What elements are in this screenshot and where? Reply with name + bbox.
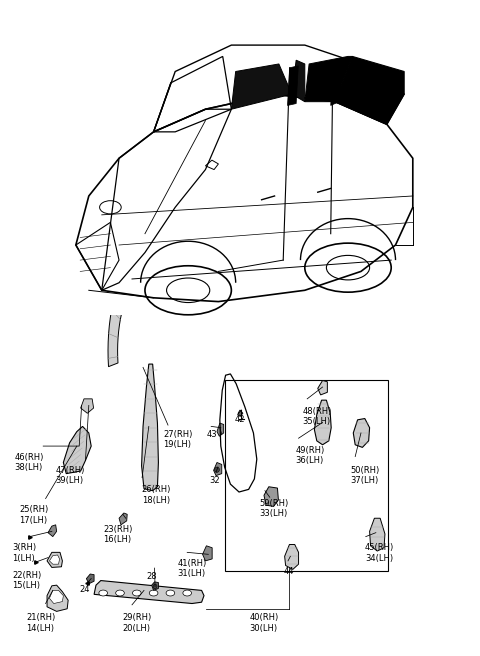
Ellipse shape <box>99 590 108 596</box>
Text: 46(RH)
38(LH): 46(RH) 38(LH) <box>14 453 44 472</box>
Polygon shape <box>108 252 144 367</box>
Text: 48(RH)
35(LH): 48(RH) 35(LH) <box>302 407 332 426</box>
Ellipse shape <box>149 590 158 596</box>
Text: 43: 43 <box>206 430 217 439</box>
Text: 42: 42 <box>234 415 245 424</box>
Polygon shape <box>152 582 158 590</box>
Polygon shape <box>238 410 243 417</box>
Polygon shape <box>331 60 342 106</box>
Text: 40(RH)
30(LH): 40(RH) 30(LH) <box>250 613 279 633</box>
Text: 41(RH)
31(LH): 41(RH) 31(LH) <box>178 559 207 579</box>
Text: 27(RH)
19(LH): 27(RH) 19(LH) <box>163 430 192 449</box>
Text: 44: 44 <box>283 567 294 577</box>
Polygon shape <box>49 555 60 564</box>
Text: 3(RH)
1(LH): 3(RH) 1(LH) <box>12 543 36 563</box>
Polygon shape <box>318 380 327 395</box>
Polygon shape <box>292 60 305 102</box>
Text: 47(RH)
39(LH): 47(RH) 39(LH) <box>55 466 84 485</box>
Ellipse shape <box>166 590 175 596</box>
Bar <box>225 380 388 571</box>
Text: 32: 32 <box>209 476 219 485</box>
Text: 28: 28 <box>146 572 157 581</box>
Text: 49(RH)
36(LH): 49(RH) 36(LH) <box>295 446 324 466</box>
Polygon shape <box>47 585 68 611</box>
Polygon shape <box>119 513 127 525</box>
Polygon shape <box>86 574 94 584</box>
Text: 50(RH)
37(LH): 50(RH) 37(LH) <box>350 466 380 485</box>
Polygon shape <box>47 552 62 567</box>
Text: 22(RH)
15(LH): 22(RH) 15(LH) <box>12 571 41 590</box>
Polygon shape <box>81 399 94 413</box>
Polygon shape <box>231 64 292 110</box>
Polygon shape <box>288 66 299 106</box>
Text: 21(RH)
14(LH): 21(RH) 14(LH) <box>26 613 56 633</box>
Ellipse shape <box>215 467 219 472</box>
Text: 26(RH)
18(LH): 26(RH) 18(LH) <box>142 485 171 505</box>
Polygon shape <box>353 419 370 447</box>
Polygon shape <box>94 581 204 604</box>
Polygon shape <box>142 364 158 491</box>
Ellipse shape <box>116 590 124 596</box>
Polygon shape <box>264 487 278 506</box>
Text: 24: 24 <box>79 585 90 594</box>
Polygon shape <box>49 590 63 604</box>
Text: 45(RH)
34(LH): 45(RH) 34(LH) <box>365 543 394 563</box>
Text: 29(RH)
20(LH): 29(RH) 20(LH) <box>122 613 152 633</box>
Text: 25(RH)
17(LH): 25(RH) 17(LH) <box>19 505 48 525</box>
Polygon shape <box>217 423 224 436</box>
Ellipse shape <box>183 590 192 596</box>
Polygon shape <box>63 426 91 474</box>
Polygon shape <box>285 544 299 569</box>
Polygon shape <box>203 546 212 561</box>
Ellipse shape <box>132 590 141 596</box>
Polygon shape <box>335 56 404 125</box>
Polygon shape <box>305 56 352 102</box>
Polygon shape <box>214 462 222 476</box>
Ellipse shape <box>153 584 157 589</box>
Polygon shape <box>314 400 331 445</box>
Text: 23(RH)
16(LH): 23(RH) 16(LH) <box>103 525 132 544</box>
Polygon shape <box>370 518 385 551</box>
Text: 59(RH)
33(LH): 59(RH) 33(LH) <box>259 499 288 518</box>
Polygon shape <box>48 525 57 537</box>
